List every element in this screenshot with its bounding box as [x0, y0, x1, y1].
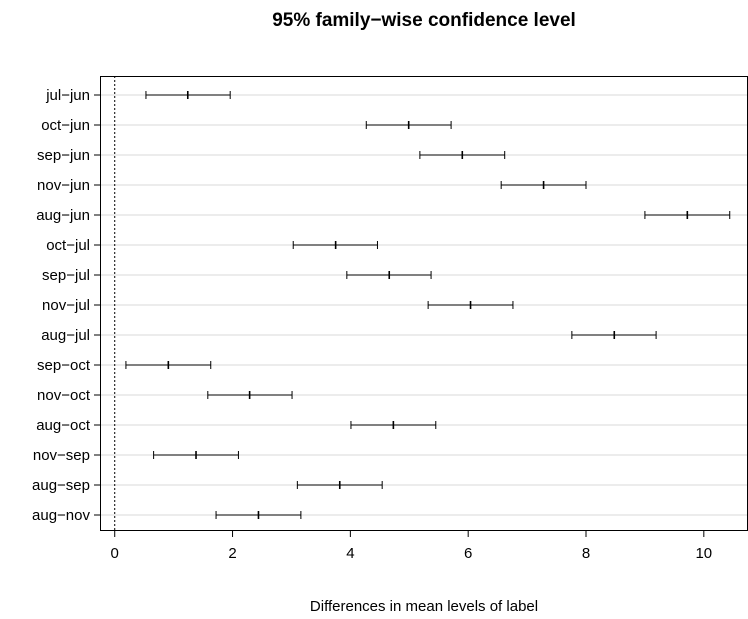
- y-tick-label: aug−nov: [32, 507, 90, 524]
- y-tick-label: aug−jul: [41, 327, 90, 344]
- confidence-interval: [153, 451, 239, 459]
- y-tick-label: aug−oct: [36, 417, 91, 434]
- chart-title: 95% family−wise confidence level: [272, 10, 576, 31]
- y-tick-label: sep−oct: [37, 357, 91, 374]
- confidence-interval: [571, 331, 657, 339]
- y-tick-label: oct−jun: [41, 117, 90, 134]
- x-axis-label: Differences in mean levels of label: [310, 598, 538, 615]
- y-tick-label: nov−sep: [33, 447, 90, 464]
- y-tick-label: nov−jun: [37, 177, 90, 194]
- y-tick-label: sep−jun: [37, 147, 90, 164]
- x-tick-label: 10: [695, 545, 712, 562]
- confidence-interval: [500, 181, 587, 189]
- x-tick-label: 2: [228, 545, 236, 562]
- y-tick-label: nov−jul: [42, 297, 90, 314]
- y-tick-label: aug−jun: [36, 207, 90, 224]
- confidence-interval: [644, 211, 731, 219]
- confidence-interval: [292, 241, 378, 249]
- confidence-interval: [419, 151, 506, 159]
- confidence-interval: [207, 391, 293, 399]
- confidence-interval: [427, 301, 514, 309]
- confidence-interval: [125, 361, 212, 369]
- confidence-interval: [346, 271, 432, 279]
- y-tick-label: jul−jun: [45, 87, 90, 104]
- confidence-interval: [350, 421, 437, 429]
- confidence-interval: [365, 121, 452, 129]
- confidence-interval: [145, 91, 231, 99]
- x-tick-label: 0: [111, 545, 119, 562]
- confidence-interval: [215, 511, 302, 519]
- x-tick-label: 8: [582, 545, 590, 562]
- x-tick-label: 4: [346, 545, 354, 562]
- x-tick-label: 6: [464, 545, 472, 562]
- confidence-interval: [296, 481, 383, 489]
- plot-frame: [100, 76, 748, 531]
- y-tick-label: sep−jul: [42, 267, 90, 284]
- y-tick-label: nov−oct: [37, 387, 91, 404]
- y-tick-label: aug−sep: [32, 477, 90, 494]
- plot-area: [100, 76, 748, 531]
- y-tick-label: oct−jul: [46, 237, 90, 254]
